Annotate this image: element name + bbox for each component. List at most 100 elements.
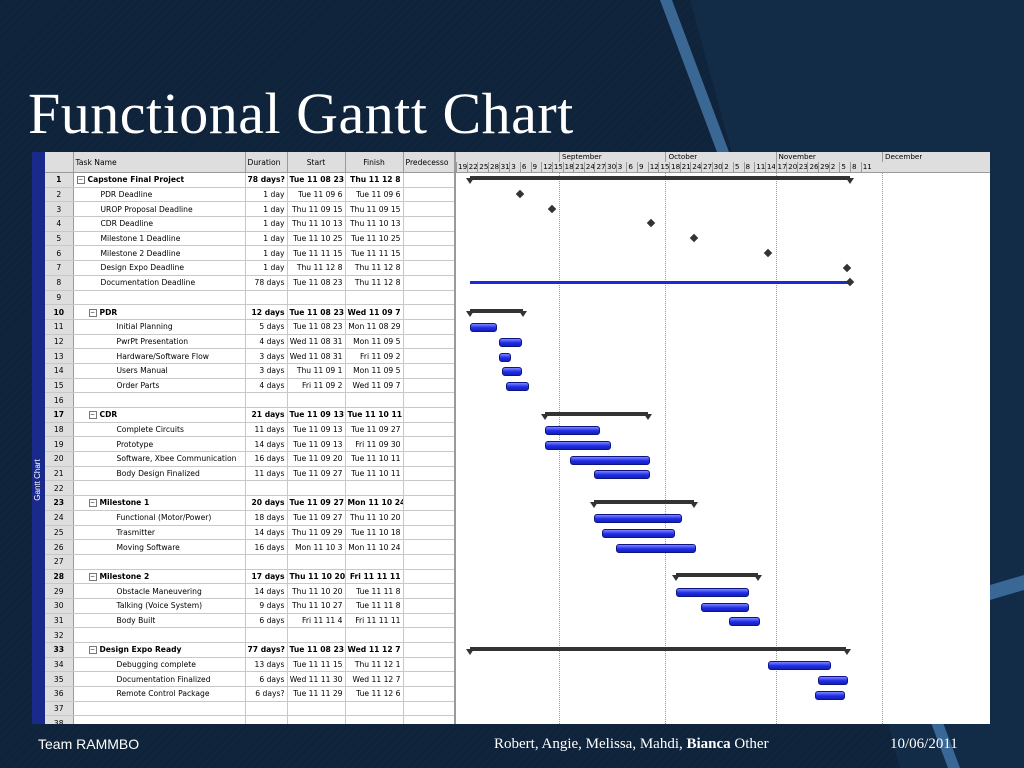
- task-start-cell[interactable]: Thu 11 10 20: [287, 569, 346, 585]
- task-start-cell[interactable]: Tue 11 09 6: [287, 187, 346, 203]
- task-bar[interactable]: [505, 382, 529, 392]
- gantt-timeline-area[interactable]: September October November December 19 22 25 2…: [454, 152, 990, 724]
- task-name-cell[interactable]: Remote Control Package: [73, 686, 246, 702]
- task-bar[interactable]: [470, 281, 851, 285]
- task-predecessors-cell[interactable]: [403, 304, 455, 320]
- task-id-cell[interactable]: 36: [45, 686, 74, 702]
- task-predecessors-cell[interactable]: [403, 657, 455, 673]
- task-start-cell[interactable]: Thu 11 10 13: [287, 216, 346, 232]
- task-duration-cell[interactable]: [245, 480, 288, 497]
- task-name-cell[interactable]: Body Built: [73, 613, 246, 629]
- task-start-cell[interactable]: Tue 11 09 27: [287, 466, 346, 482]
- task-row[interactable]: 34 Debugging complete 13 days Tue 11 11 15 T…: [45, 657, 455, 673]
- task-predecessors-cell[interactable]: [403, 216, 455, 232]
- task-finish-cell[interactable]: [345, 701, 404, 717]
- task-id-cell[interactable]: 14: [45, 363, 74, 379]
- task-predecessors-cell[interactable]: [403, 510, 455, 526]
- task-predecessors-cell[interactable]: [403, 466, 455, 482]
- task-id-cell[interactable]: 25: [45, 525, 74, 541]
- task-duration-cell[interactable]: 3 days: [245, 363, 288, 379]
- task-finish-cell[interactable]: Tue 11 10 11: [345, 466, 404, 482]
- task-id-cell[interactable]: 19: [45, 436, 74, 453]
- task-row[interactable]: 8 Documentation Deadline 78 days Tue 11 08 …: [45, 275, 455, 291]
- task-name-cell[interactable]: Software, Xbee Communication: [73, 451, 246, 467]
- summary-bar[interactable]: [594, 499, 694, 504]
- task-row[interactable]: 11 Initial Planning 5 days Tue 11 08 23 Mon …: [45, 319, 455, 335]
- collapse-toggle-icon[interactable]: −: [76, 176, 85, 185]
- task-predecessors-cell[interactable]: [403, 701, 455, 717]
- task-predecessors-cell[interactable]: [403, 451, 455, 467]
- task-start-cell[interactable]: Fri 11 11 4: [287, 613, 346, 629]
- task-predecessors-cell[interactable]: [403, 436, 455, 453]
- task-finish-cell[interactable]: Wed 11 12 7: [345, 671, 404, 688]
- task-row[interactable]: 26 Moving Software 16 days Mon 11 10 3 Mon 1…: [45, 539, 455, 555]
- task-finish-cell[interactable]: Mon 11 09 5: [345, 363, 404, 379]
- milestone-diamond[interactable]: [764, 248, 773, 258]
- task-finish-cell[interactable]: Thu 11 12 1: [345, 657, 404, 673]
- collapse-toggle-icon[interactable]: −: [88, 411, 97, 420]
- task-bar[interactable]: [601, 529, 675, 539]
- gantt-chart-view[interactable]: Gantt Chart Task Name Duration Start Fin…: [32, 152, 990, 724]
- task-start-cell[interactable]: Thu 11 10 20: [287, 583, 346, 599]
- task-start-cell[interactable]: Tue 11 11 15: [287, 657, 346, 673]
- task-finish-cell[interactable]: Wed 11 12 7: [345, 642, 404, 658]
- task-row[interactable]: 23− Milestone 1 20 days Tue 11 09 27 Mon 11 …: [45, 495, 455, 511]
- task-row[interactable]: 17− CDR 21 days Tue 11 09 13 Tue 11 10 11: [45, 407, 455, 423]
- task-id-cell[interactable]: 34: [45, 657, 74, 673]
- task-start-cell[interactable]: Thu 11 09 1: [287, 363, 346, 379]
- task-name-cell[interactable]: Initial Planning: [73, 319, 246, 335]
- task-id-cell[interactable]: 21: [45, 466, 74, 482]
- task-finish-cell[interactable]: Mon 11 09 5: [345, 334, 404, 350]
- task-start-cell[interactable]: [287, 715, 346, 724]
- task-row[interactable]: 24 Functional (Motor/Power) 18 days Tue 11 …: [45, 510, 455, 526]
- task-name-cell[interactable]: [73, 701, 246, 717]
- task-bar[interactable]: [569, 455, 650, 465]
- task-duration-cell[interactable]: 6 days: [245, 671, 288, 688]
- task-predecessors-cell[interactable]: [403, 187, 455, 203]
- task-id-cell[interactable]: 37: [45, 701, 74, 717]
- task-duration-cell[interactable]: 78 days?: [245, 172, 288, 188]
- task-row[interactable]: 4 CDR Deadline 1 day Thu 11 10 13 Thu 11 10 …: [45, 216, 455, 232]
- task-predecessors-cell[interactable]: [403, 686, 455, 702]
- task-name-cell[interactable]: UROP Proposal Deadline: [73, 201, 246, 218]
- task-id-cell[interactable]: 20: [45, 451, 74, 467]
- task-id-cell[interactable]: 12: [45, 334, 74, 350]
- task-predecessors-cell[interactable]: [403, 495, 455, 511]
- task-id-cell[interactable]: 32: [45, 627, 74, 643]
- task-predecessors-cell[interactable]: [403, 231, 455, 247]
- column-header-duration[interactable]: Duration: [245, 152, 288, 173]
- task-duration-cell[interactable]: [245, 627, 288, 643]
- task-start-cell[interactable]: Tue 11 09 20: [287, 451, 346, 467]
- task-predecessors-cell[interactable]: [403, 554, 455, 570]
- task-row[interactable]: 5 Milestone 1 Deadline 1 day Tue 11 10 25 Tu…: [45, 231, 455, 247]
- task-duration-cell[interactable]: 16 days: [245, 539, 288, 555]
- task-name-cell[interactable]: Talking (Voice System): [73, 598, 246, 614]
- task-bar[interactable]: [498, 338, 522, 348]
- task-start-cell[interactable]: Tue 11 11 15: [287, 245, 346, 262]
- task-start-cell[interactable]: Fri 11 09 2: [287, 378, 346, 394]
- task-id-cell[interactable]: 38: [45, 715, 74, 724]
- task-bar[interactable]: [818, 676, 849, 686]
- task-start-cell[interactable]: Tue 11 09 27: [287, 510, 346, 526]
- milestone-diamond[interactable]: [547, 204, 557, 213]
- task-finish-cell[interactable]: Tue 11 11 15: [345, 245, 404, 262]
- task-start-cell[interactable]: Wed 11 08 31: [287, 334, 346, 350]
- task-predecessors-cell[interactable]: [403, 539, 455, 555]
- task-duration-cell[interactable]: 3 days: [245, 348, 288, 364]
- task-name-cell[interactable]: − PDR: [73, 304, 246, 320]
- task-id-cell[interactable]: 33: [45, 642, 74, 658]
- task-id-cell[interactable]: 13: [45, 348, 74, 364]
- task-finish-cell[interactable]: [345, 715, 404, 724]
- task-start-cell[interactable]: [287, 701, 346, 717]
- task-start-cell[interactable]: Mon 11 10 3: [287, 539, 346, 555]
- task-id-cell[interactable]: 17: [45, 407, 74, 423]
- task-id-cell[interactable]: 7: [45, 260, 74, 276]
- task-start-cell[interactable]: Tue 11 08 23: [287, 642, 346, 658]
- task-predecessors-cell[interactable]: [403, 348, 455, 364]
- task-name-cell[interactable]: − CDR: [73, 407, 246, 423]
- task-id-cell[interactable]: 15: [45, 378, 74, 394]
- task-id-cell[interactable]: 9: [45, 290, 74, 306]
- task-bar[interactable]: [502, 367, 522, 377]
- task-name-cell[interactable]: [73, 392, 246, 408]
- task-id-cell[interactable]: 1: [45, 172, 74, 188]
